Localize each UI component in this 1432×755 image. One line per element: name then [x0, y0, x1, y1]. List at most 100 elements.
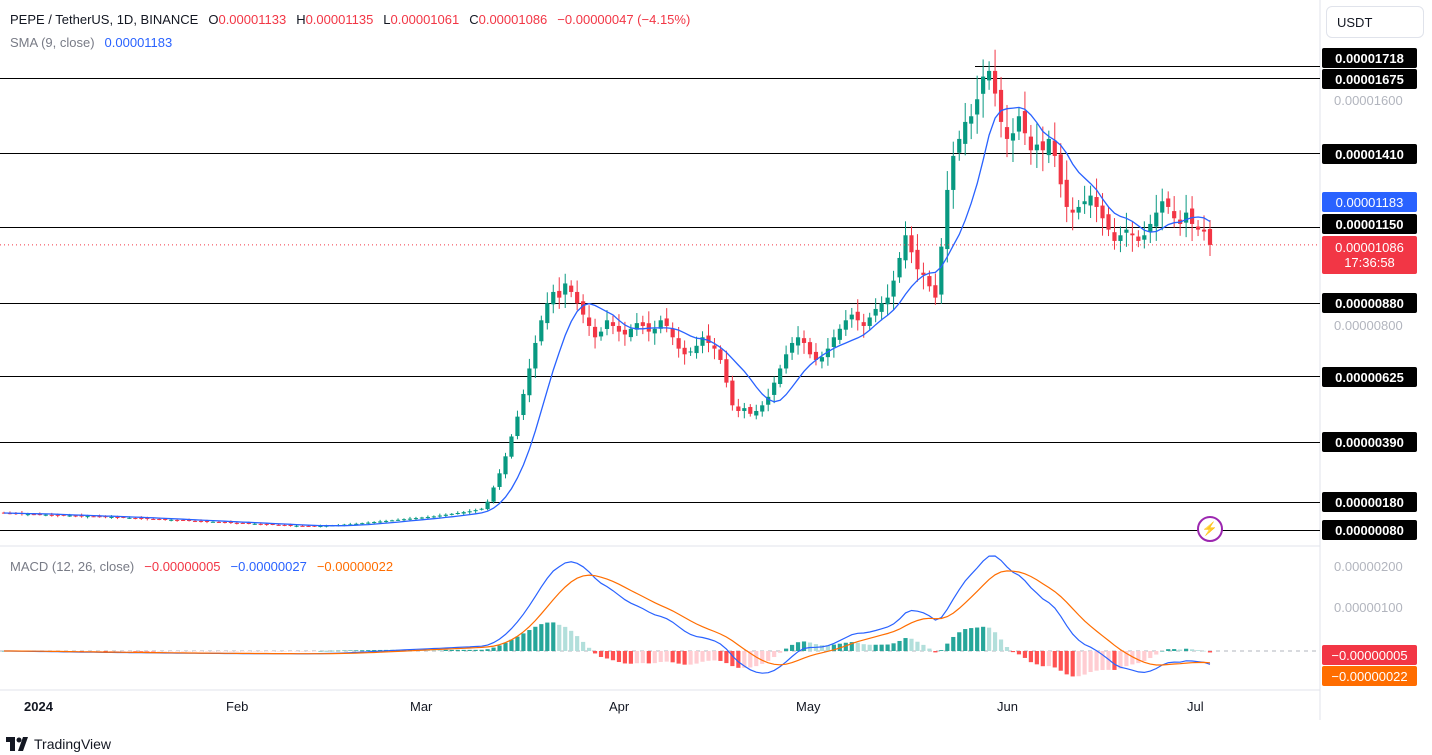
- candle-body: [378, 521, 383, 523]
- currency-button[interactable]: USDT: [1326, 6, 1424, 38]
- candle-body: [927, 276, 932, 287]
- candle-body: [360, 523, 365, 525]
- candle-body: [658, 320, 663, 329]
- candle-body: [1052, 140, 1057, 156]
- sma-legend[interactable]: SMA (9, close) 0.00001183: [10, 35, 172, 50]
- macd-histogram-bar: [276, 651, 281, 652]
- branding[interactable]: TradingView: [6, 736, 111, 752]
- candle-body: [276, 524, 281, 526]
- candle-body: [240, 522, 245, 524]
- macd-histogram-bar: [1201, 650, 1207, 652]
- candle-body: [485, 501, 490, 510]
- candle-body: [1124, 229, 1129, 233]
- candle-body: [903, 235, 908, 261]
- macd-histogram-bar: [175, 651, 180, 652]
- candle-body: [634, 323, 639, 330]
- sma-value: 0.00001183: [104, 35, 173, 50]
- candle-body: [222, 521, 227, 523]
- macd-histogram-bar: [975, 627, 980, 651]
- macd-histogram-bar: [533, 626, 538, 651]
- candle-body: [67, 515, 72, 517]
- candle-body: [801, 338, 807, 343]
- candle-body: [569, 285, 574, 292]
- candle-body: [312, 525, 317, 527]
- candle-body: [133, 517, 138, 519]
- candle-body: [270, 523, 275, 525]
- candle-body: [533, 342, 538, 369]
- macd-histogram-bar: [658, 651, 663, 662]
- macd-histogram-bar: [521, 633, 526, 651]
- macd-histogram-bar: [318, 650, 323, 652]
- macd-histogram-bar: [640, 651, 645, 664]
- symbol-name[interactable]: PEPE / TetherUS, 1D, BINANCE: [10, 12, 199, 27]
- candle-body: [586, 317, 592, 326]
- macd-histogram-bar: [1076, 651, 1081, 677]
- macd-histogram-bar: [169, 651, 174, 652]
- candle-body: [288, 524, 293, 526]
- macd-histogram-bar: [348, 650, 353, 651]
- macd-histogram-bar: [694, 651, 699, 664]
- macd-histogram-bar: [270, 651, 275, 652]
- candle-body: [37, 514, 42, 516]
- macd-histogram-bar: [646, 651, 651, 664]
- candle-body: [1189, 208, 1195, 224]
- macd-histogram-bar: [575, 636, 580, 651]
- candle-body: [282, 524, 287, 526]
- candle-body: [258, 523, 263, 525]
- candle-body: [515, 416, 520, 437]
- level-tag: 0.00000880: [1322, 293, 1417, 313]
- macd-histogram-bar: [676, 651, 681, 664]
- candle-body: [449, 513, 454, 515]
- candle-body: [145, 517, 150, 519]
- macd-histogram-bar: [503, 642, 508, 651]
- candle-body: [55, 514, 60, 516]
- macd-histogram-bar: [592, 651, 598, 654]
- macd-histogram-bar: [1070, 651, 1075, 677]
- macd-histogram-bar: [306, 651, 311, 652]
- macd-histogram-bar: [1022, 651, 1028, 658]
- candle-body: [1058, 154, 1063, 185]
- lightning-icon[interactable]: ⚡: [1197, 516, 1223, 542]
- candle-body: [1207, 229, 1213, 245]
- macd-histogram-bar: [354, 650, 359, 651]
- candle-body: [628, 328, 633, 338]
- macd-histogram-bar: [855, 642, 860, 651]
- candle-body: [294, 525, 299, 527]
- macd-histogram-bar: [455, 649, 460, 651]
- candle-body: [688, 351, 693, 353]
- candle-body: [1046, 138, 1051, 156]
- candle-body: [318, 526, 323, 528]
- macd-histogram-bar: [103, 651, 108, 652]
- macd-histogram-bar: [1088, 651, 1093, 673]
- candle-body: [1076, 206, 1081, 213]
- macd-histogram-bar: [718, 651, 723, 661]
- candle-body: [1034, 144, 1039, 151]
- macd-histogram-bar: [1034, 651, 1039, 665]
- price-axis-label: 0.00000800: [1334, 318, 1403, 333]
- candle-body: [389, 520, 395, 522]
- candle-body: [825, 348, 830, 358]
- candle-body: [551, 291, 556, 305]
- macd-histogram-bar: [127, 651, 132, 652]
- candle-body: [897, 257, 902, 278]
- macd-histogram-bar: [91, 651, 96, 652]
- candle-body: [1154, 212, 1159, 227]
- candle-body: [778, 368, 783, 384]
- macd-histogram-bar: [1082, 651, 1087, 675]
- candle-body: [557, 290, 562, 298]
- candle-body: [401, 519, 407, 521]
- candle-body: [467, 511, 472, 513]
- candle-body: [455, 512, 460, 514]
- candle-body: [1100, 205, 1105, 219]
- macd-histogram-bar: [992, 632, 998, 651]
- macd-legend[interactable]: MACD (12, 26, close) −0.00000005 −0.0000…: [10, 559, 393, 574]
- candle-body: [742, 408, 747, 411]
- candle-body: [306, 525, 311, 527]
- macd-histogram-bar: [216, 651, 222, 652]
- level-tag: 0.00000080: [1322, 520, 1417, 540]
- macd-histogram-bar: [987, 627, 992, 651]
- macd-histogram-bar: [784, 648, 789, 651]
- macd-histogram-bar: [957, 632, 962, 651]
